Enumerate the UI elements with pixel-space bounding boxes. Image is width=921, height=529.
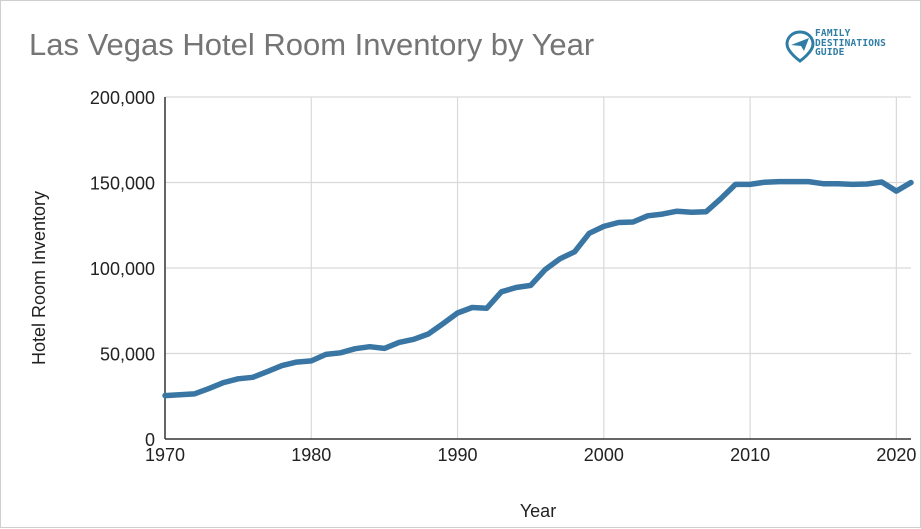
series-line: [162, 178, 914, 399]
brand-text: FAMILY DESTINATIONS GUIDE: [815, 29, 886, 58]
chart-title: Las Vegas Hotel Room Inventory by Year: [29, 27, 595, 62]
brand-line-3: GUIDE: [815, 47, 845, 58]
y-tick-label: 150,000: [90, 174, 155, 194]
brand-line-1: FAMILY: [815, 28, 851, 39]
y-axis-label: Hotel Room Inventory: [29, 191, 49, 365]
x-tick-label: 1980: [291, 445, 331, 465]
y-tick-label: 50,000: [100, 345, 155, 365]
series-layer: [162, 178, 914, 399]
x-tick-label: 2010: [730, 445, 770, 465]
x-tick-label: 1990: [438, 445, 478, 465]
tick-labels: 0 50,000 100,000 150,000 200,000 1970 1980 1990…: [90, 88, 916, 465]
x-axis-label: Year: [520, 501, 556, 521]
grid: [165, 96, 911, 439]
brand-logo: FAMILY DESTINATIONS GUIDE: [783, 27, 903, 69]
x-tick-label: 2000: [584, 445, 624, 465]
x-tick-label: 2020: [876, 445, 916, 465]
plane-pin-icon: [785, 30, 815, 63]
x-tick-label: 1970: [145, 445, 185, 465]
brand-line-2: DESTINATIONS: [815, 37, 887, 49]
y-tick-label: 200,000: [90, 88, 155, 108]
y-tick-label: 0: [145, 430, 155, 450]
y-tick-label: 100,000: [90, 259, 155, 279]
axes: [164, 97, 911, 440]
